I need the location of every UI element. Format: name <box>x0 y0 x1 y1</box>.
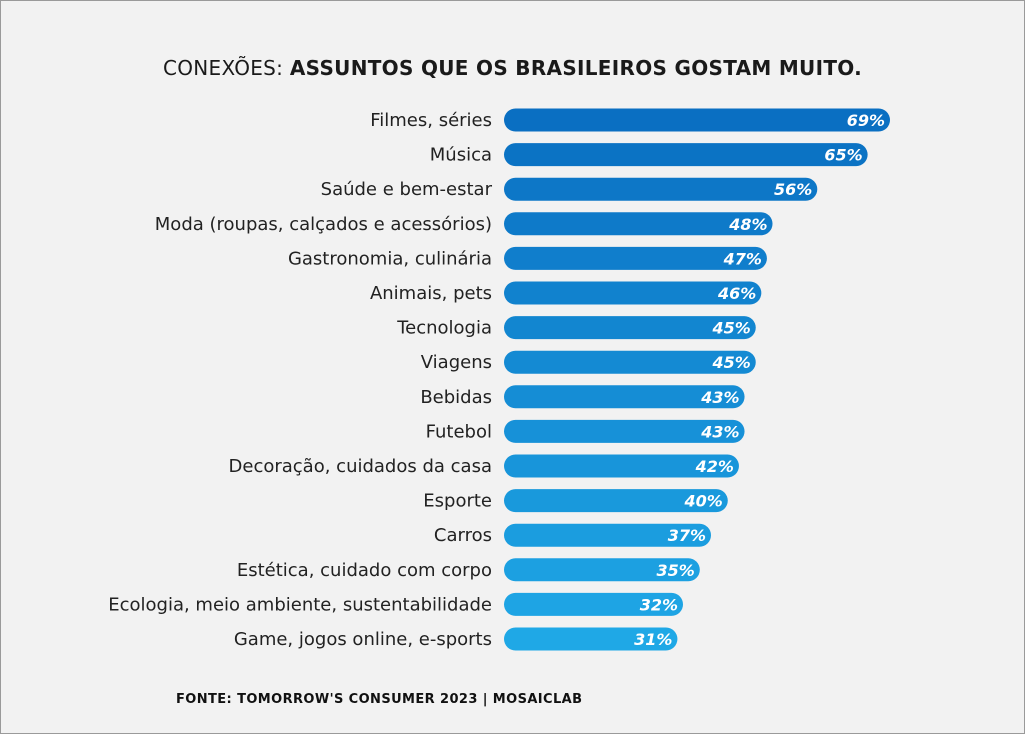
value-label: 43% <box>700 388 739 407</box>
value-label: 69% <box>847 111 885 130</box>
category-label: Música <box>430 145 492 166</box>
value-label: 45% <box>711 353 750 372</box>
category-label: Moda (roupas, calçados e acessórios) <box>155 214 492 235</box>
value-label: 47% <box>723 249 762 268</box>
bar <box>504 177 818 201</box>
category-label: Ecologia, meio ambiente, sustentabilidad… <box>108 594 492 615</box>
bar <box>504 246 767 270</box>
category-label: Gastronomia, culinária <box>288 248 492 269</box>
bar <box>504 558 700 582</box>
category-label: Esporte <box>423 491 492 512</box>
bar <box>504 143 868 167</box>
title-bold: ASSUNTOS QUE OS BRASILEIROS GOSTAM MUITO… <box>289 56 863 80</box>
bar <box>504 592 684 616</box>
value-label: 43% <box>700 422 739 441</box>
category-label: Filmes, séries <box>370 110 492 131</box>
bar <box>504 627 678 651</box>
category-label: Animais, pets <box>370 283 492 304</box>
bar <box>504 212 773 236</box>
chart-title: CONEXÕES: ASSUNTOS QUE OS BRASILEIROS GO… <box>0 56 1025 80</box>
value-label: 45% <box>711 319 750 338</box>
bar <box>504 489 728 513</box>
bar <box>504 281 762 305</box>
category-label: Game, jogos online, e-sports <box>234 629 492 650</box>
bar <box>504 454 739 478</box>
category-label: Saúde e bem-estar <box>321 179 493 200</box>
bar <box>504 419 745 443</box>
category-label: Decoração, cuidados da casa <box>229 456 492 477</box>
value-label: 31% <box>634 630 672 649</box>
value-label: 65% <box>824 146 862 165</box>
category-label: Futebol <box>426 421 492 442</box>
bar <box>504 523 711 547</box>
category-label: Tecnologia <box>396 318 492 339</box>
value-label: 35% <box>657 561 695 580</box>
value-label: 40% <box>683 492 722 511</box>
category-label: Bebidas <box>420 387 492 408</box>
value-label: 56% <box>774 180 812 199</box>
bar <box>504 316 756 340</box>
title-prefix: CONEXÕES: <box>162 56 290 80</box>
value-label: 46% <box>717 284 756 303</box>
value-label: 32% <box>640 595 678 614</box>
bar <box>504 385 745 409</box>
bar <box>504 350 756 374</box>
category-label: Estética, cuidado com corpo <box>237 560 492 581</box>
value-label: 48% <box>728 215 767 234</box>
value-label: 42% <box>695 457 734 476</box>
category-label: Carros <box>434 525 492 546</box>
bar <box>504 108 890 132</box>
source-note: FONTE: TOMORROW'S CONSUMER 2023 | MOSAIC… <box>176 692 583 707</box>
value-label: 37% <box>668 526 706 545</box>
category-label: Viagens <box>421 352 492 373</box>
